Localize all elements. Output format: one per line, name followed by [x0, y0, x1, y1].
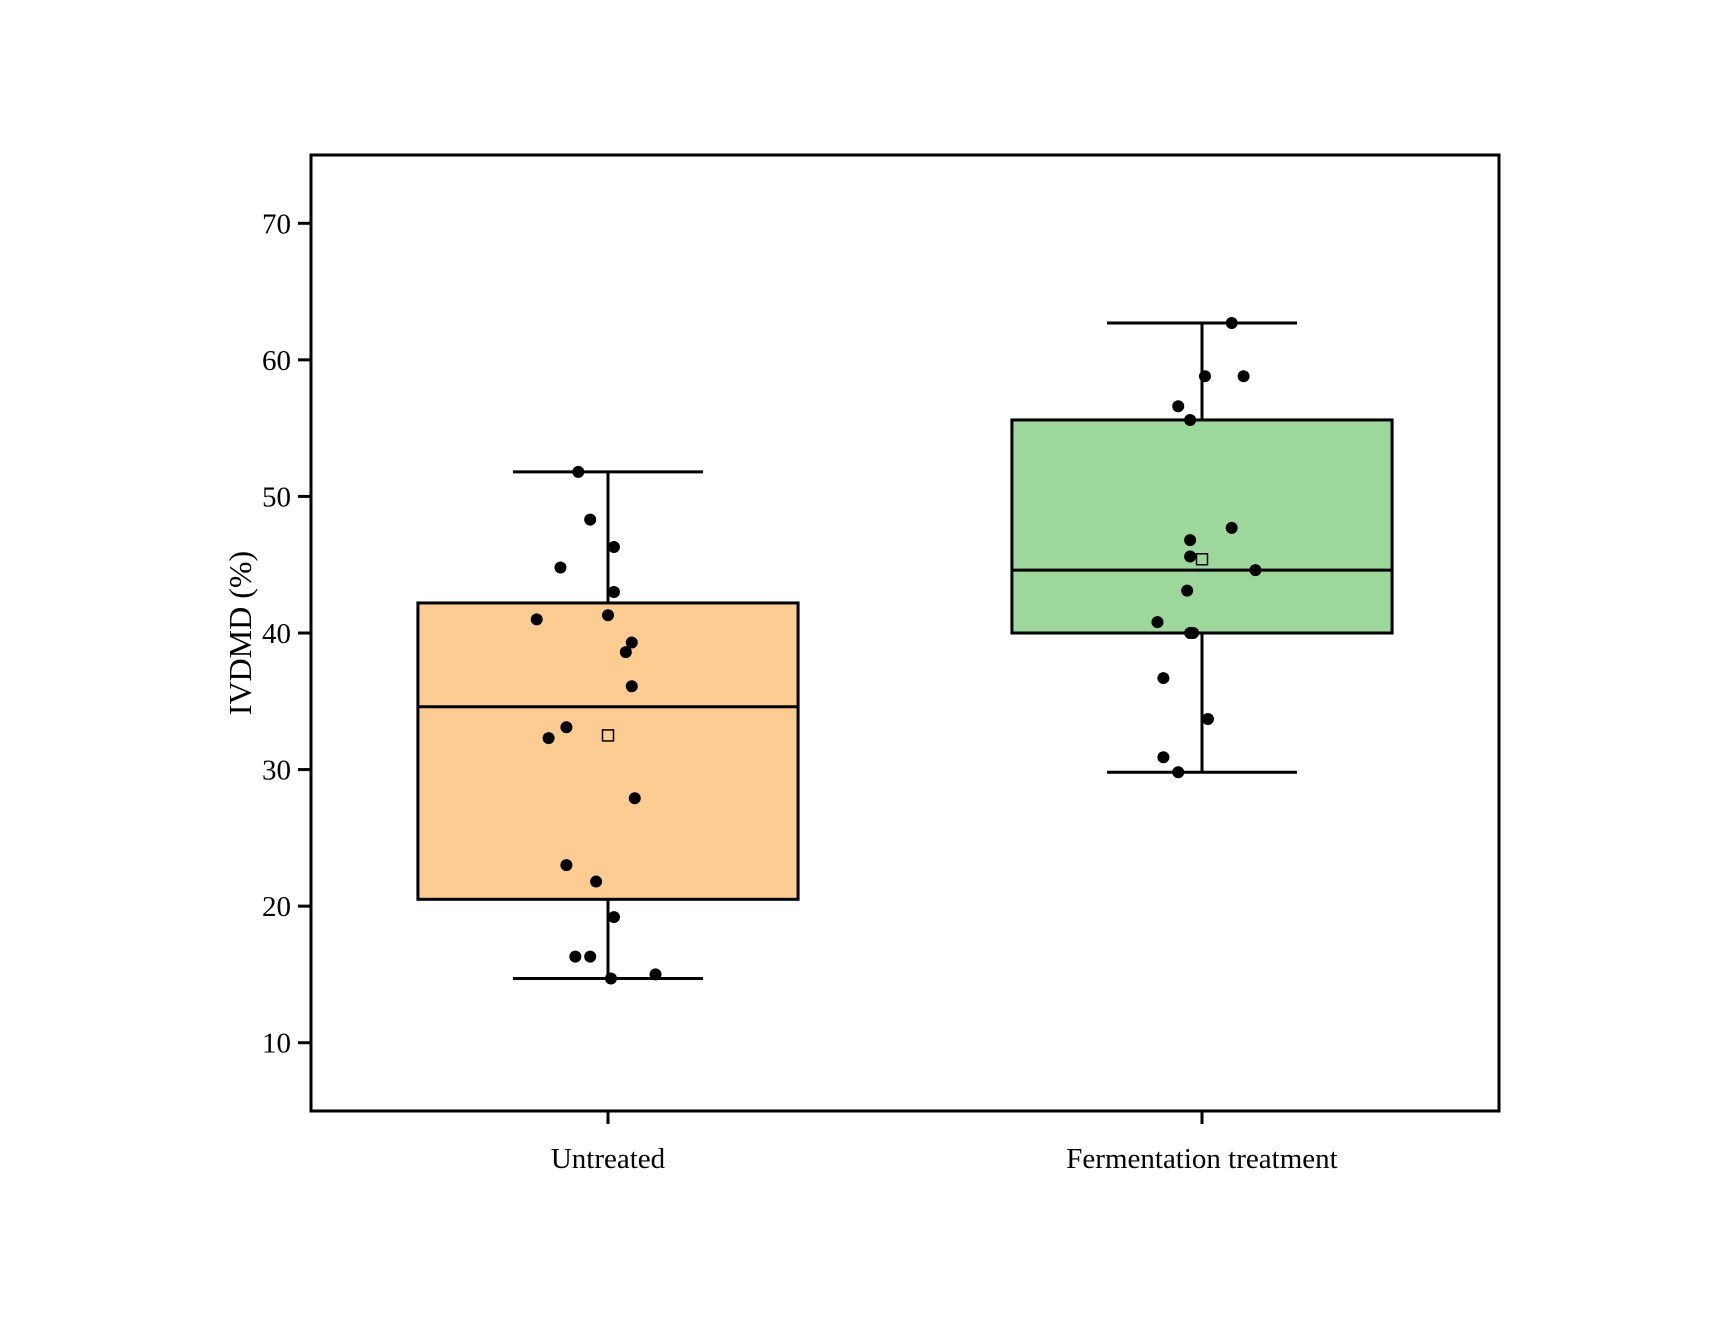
data-point [649, 968, 662, 981]
data-point [1237, 370, 1250, 383]
data-point [1181, 584, 1194, 597]
data-point [1157, 672, 1170, 685]
y-axis-label: IVDMD (%) [222, 551, 258, 715]
data-point [607, 911, 620, 924]
data-point [1172, 400, 1185, 413]
data-point [569, 950, 582, 963]
y-tick-label: 30 [262, 755, 291, 787]
data-point [628, 792, 641, 805]
iqr-box [1010, 418, 1394, 635]
mean-marker [601, 729, 615, 742]
box-group-1 [1010, 316, 1394, 779]
data-point [602, 609, 614, 622]
data-point [1151, 616, 1164, 629]
data-point [1157, 751, 1170, 764]
data-point [1184, 534, 1197, 547]
y-tick-label: 40 [262, 618, 291, 650]
y-tick-label: 60 [262, 345, 291, 377]
data-point [1201, 713, 1214, 726]
data-point [1198, 370, 1211, 383]
data-point [542, 732, 555, 745]
data-point [607, 540, 620, 553]
data-point [1187, 627, 1200, 639]
data-point [607, 586, 620, 599]
plot-layer [416, 316, 1394, 985]
data-point [584, 513, 597, 526]
data-point [560, 859, 573, 872]
data-point [560, 721, 573, 734]
y-tick-label: 70 [262, 208, 291, 240]
data-point [584, 950, 597, 963]
iqr-box [416, 601, 800, 901]
data-point [1225, 521, 1238, 534]
y-tick-label: 20 [262, 891, 291, 923]
x-tick-label: Fermentation treatment [1066, 1143, 1337, 1175]
data-point [625, 680, 638, 693]
data-point [1184, 550, 1197, 563]
data-point [625, 636, 638, 649]
data-point [530, 613, 543, 626]
mean-marker [1195, 553, 1209, 566]
data-point [590, 875, 603, 888]
data-point [1184, 413, 1197, 426]
data-point [1172, 766, 1185, 779]
data-point [1249, 564, 1262, 577]
axis-layer: 10 20 30 40 50 60 70 Untreated Fermentation trea… [262, 208, 1338, 1175]
box-group-0 [416, 465, 800, 985]
y-tick-label: 10 [262, 1028, 291, 1060]
data-point [554, 561, 567, 574]
y-tick-label: 50 [262, 481, 291, 513]
data-point [572, 465, 585, 478]
x-tick-label: Untreated [551, 1143, 666, 1175]
data-point [619, 646, 632, 659]
data-point [1225, 316, 1238, 329]
data-point [604, 972, 617, 985]
